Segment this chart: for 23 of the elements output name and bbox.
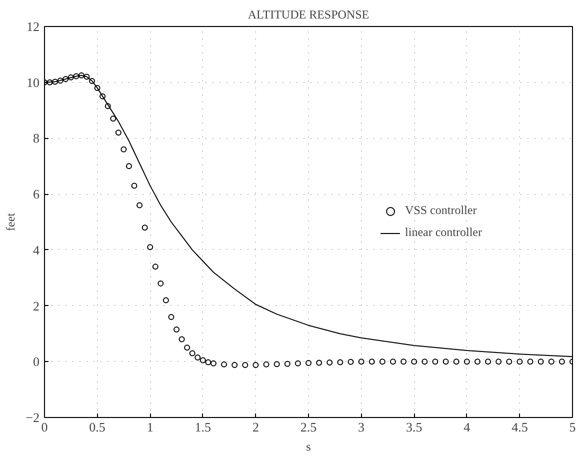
x-tick-label: 3: [358, 420, 365, 434]
x-tick-label: 5: [569, 420, 576, 434]
x-tick-label: 2: [252, 420, 259, 434]
chart-title: ALTITUDE RESPONSE: [248, 8, 370, 22]
x-tick-label: 4: [464, 420, 471, 434]
y-tick-label: −2: [26, 410, 40, 425]
x-axis-title: s: [306, 440, 312, 454]
y-tick-label: 6: [33, 186, 40, 202]
y-axis-title: feet: [4, 212, 18, 231]
y-tick-label: 10: [26, 74, 40, 90]
x-tick-label: 0.5: [89, 420, 106, 434]
legend-label: VSS controller: [405, 203, 477, 218]
y-tick-label: 8: [33, 130, 40, 146]
legend-label: linear controller: [405, 225, 482, 240]
x-tick-label: 1: [146, 420, 154, 434]
x-tick-label: 2.5: [300, 420, 317, 434]
x-tick-label: 3.5: [406, 420, 422, 434]
y-tick-label: 12: [26, 19, 40, 34]
y-tick-label: 2: [33, 298, 40, 314]
y-tick-label: 4: [33, 242, 40, 258]
x-tick-label: 1.5: [194, 420, 212, 434]
x-tick-label: 4.5: [512, 420, 528, 434]
y-tick-label: 0: [33, 354, 40, 370]
